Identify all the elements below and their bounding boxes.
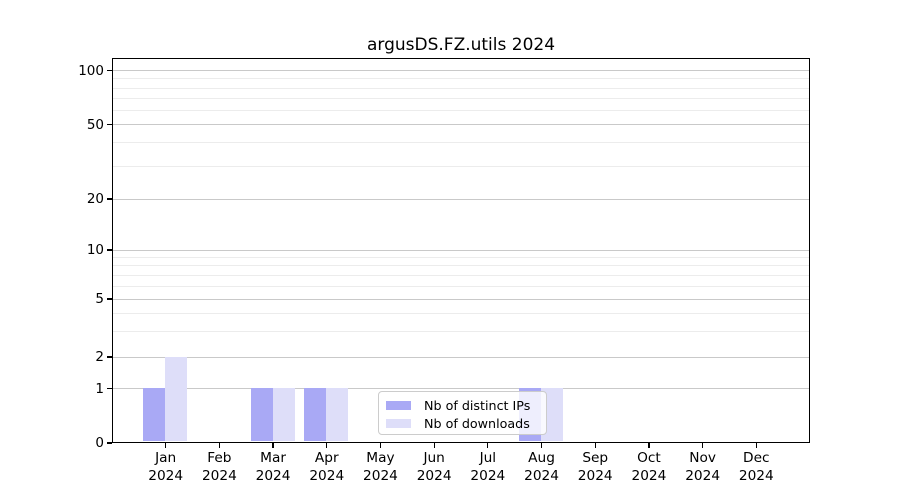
legend: Nb of distinct IPs Nb of downloads <box>378 391 547 435</box>
xtick-label-feb: Feb 2024 <box>201 450 237 484</box>
ytick-mark-10 <box>107 249 112 251</box>
xtick-label-oct: Oct 2024 <box>631 450 667 484</box>
bar-downloads-jan <box>165 356 188 442</box>
xtick-mark-dec <box>755 443 757 448</box>
gridline-minor-9 <box>113 257 809 259</box>
xtick-label-may: May 2024 <box>363 450 398 484</box>
chart-title: argusDS.FZ.utils 2024 <box>366 35 556 55</box>
bar-downloads-mar <box>272 388 295 442</box>
xtick-label-mar: Mar 2024 <box>255 450 291 484</box>
ytick-label-0: 0 <box>95 435 104 451</box>
legend-label-distinct-ips: Nb of distinct IPs <box>424 397 531 413</box>
bar-ips-apr <box>304 388 327 442</box>
legend-item-distinct-ips: Nb of distinct IPs <box>386 396 546 414</box>
ytick-label-5: 5 <box>95 291 104 307</box>
xtick-mark-jun <box>433 443 435 448</box>
gridline-100 <box>113 70 809 72</box>
xtick-label-apr: Apr 2024 <box>309 450 345 484</box>
xtick-mark-apr <box>326 443 328 448</box>
gridline-5 <box>113 298 809 300</box>
ytick-mark-0 <box>107 442 112 444</box>
xtick-label-jul: Jul 2024 <box>470 450 506 484</box>
gridline-minor-3 <box>113 331 809 333</box>
ytick-label-50: 50 <box>86 116 104 133</box>
ytick-mark-5 <box>107 298 112 300</box>
xtick-label-jan: Jan 2024 <box>148 450 184 484</box>
xtick-label-dec: Dec 2024 <box>738 450 774 484</box>
xtick-label-nov: Nov 2024 <box>685 450 721 484</box>
legend-item-downloads: Nb of downloads <box>386 414 546 432</box>
xtick-mark-mar <box>272 443 274 448</box>
legend-swatch-downloads <box>386 418 411 428</box>
ytick-mark-1 <box>107 387 112 390</box>
xtick-mark-feb <box>218 443 221 448</box>
xtick-mark-oct <box>648 443 650 448</box>
xtick-mark-may <box>379 443 382 448</box>
xtick-label-aug: Aug 2024 <box>524 450 559 484</box>
ytick-label-20: 20 <box>86 191 104 207</box>
ytick-label-100: 100 <box>78 62 104 79</box>
xtick-label-jun: Jun 2024 <box>416 450 452 484</box>
bar-downloads-apr <box>326 388 349 442</box>
xtick-mark-sep <box>594 443 596 448</box>
ytick-mark-100 <box>107 69 112 72</box>
gridline-20 <box>113 198 809 200</box>
ytick-label-2: 2 <box>95 349 104 365</box>
xtick-mark-nov <box>701 443 704 448</box>
gridline-minor-90 <box>113 78 809 80</box>
ytick-label-10: 10 <box>86 242 104 258</box>
legend-swatch-distinct-ips <box>386 400 411 410</box>
gridline-minor-70 <box>113 97 809 99</box>
gridline-minor-8 <box>113 265 809 267</box>
plot-area <box>112 58 810 443</box>
bar-ips-jan <box>143 388 166 442</box>
gridline-minor-30 <box>113 165 809 167</box>
ytick-mark-20 <box>107 198 112 200</box>
gridline-minor-80 <box>113 87 809 89</box>
ytick-mark-50 <box>107 123 112 126</box>
gridline-minor-60 <box>113 109 809 111</box>
xtick-mark-jan <box>165 443 167 448</box>
bar-ips-mar <box>250 388 273 442</box>
gridline-50 <box>113 124 809 126</box>
gridline-minor-40 <box>113 142 809 144</box>
gridline-1 <box>113 388 809 390</box>
xtick-label-sep: Sep 2024 <box>577 450 613 484</box>
gridline-minor-6 <box>113 285 809 287</box>
gridline-10 <box>113 249 809 251</box>
gridline-2 <box>113 356 809 358</box>
ytick-mark-2 <box>107 356 112 358</box>
xtick-mark-aug <box>540 443 543 448</box>
legend-label-downloads: Nb of downloads <box>424 415 530 431</box>
gridline-minor-4 <box>113 312 809 314</box>
xtick-mark-jul <box>487 443 489 448</box>
ytick-label-1: 1 <box>95 380 104 397</box>
gridline-minor-7 <box>113 274 809 276</box>
